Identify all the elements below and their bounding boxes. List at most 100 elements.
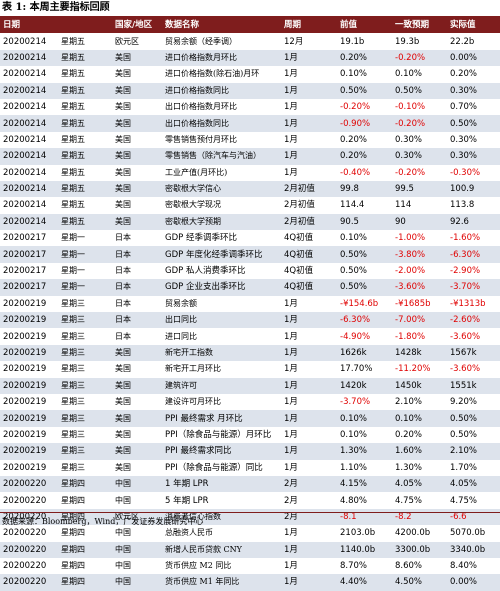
- cell-weekday: 星期五: [58, 213, 112, 231]
- cell-weekday: 星期四: [58, 492, 112, 509]
- cell-consensus: -1.80%: [392, 328, 447, 345]
- cell-period: 4Q初值: [281, 230, 337, 247]
- cell-weekday: 星期五: [58, 131, 112, 149]
- cell-actual: 0.30%: [447, 131, 500, 149]
- cell-date: 20200219: [0, 459, 58, 476]
- table-row: 20200220 星期四 中国 新增人民币贷款 CNY 1月 1140.0b 3300.0b…: [0, 541, 500, 558]
- cell-weekday: 星期三: [58, 328, 112, 345]
- cell-actual: 100.9: [447, 180, 500, 198]
- cell-date: 20200217: [0, 279, 58, 296]
- cell-consensus: 19.3b: [392, 33, 447, 50]
- cell-consensus: -3.80%: [392, 246, 447, 263]
- cell-date: 20200214: [0, 164, 58, 181]
- cell-indicator: 进口价格指数(除石油)月环: [162, 66, 281, 83]
- cell-consensus: 0.50%: [392, 82, 447, 99]
- cell-actual: 0.50%: [447, 115, 500, 132]
- table-row: 20200219 星期三 美国 建设许可月环比 1月 -3.70% 2.10% 9.20%: [0, 393, 500, 411]
- table-row: 20200220 星期四 中国 1 年期 LPR 2月 4.15% 4.05% 4.05%: [0, 475, 500, 493]
- cell-period: 1月: [281, 131, 337, 149]
- cell-indicator: 建设许可月环比: [162, 393, 281, 411]
- cell-weekday: 星期五: [58, 164, 112, 181]
- cell-country: 美国: [112, 344, 162, 362]
- table-row: 20200217 星期一 日本 GDP 年度化经季调季环比 4Q初值 0.50% -3.80…: [0, 246, 500, 263]
- cell-indicator: 新宅开工指数: [162, 344, 281, 362]
- cell-weekday: 星期五: [58, 66, 112, 83]
- cell-indicator: 货币供应 M1 年同比: [162, 574, 281, 591]
- table-row: 20200219 星期三 美国 PPI（除食品与能源）同比 1月 1.10% 1.30% 1.…: [0, 459, 500, 476]
- cell-previous: -0.20%: [337, 98, 392, 116]
- cell-weekday: 星期五: [58, 49, 112, 67]
- cell-previous: -6.30%: [337, 312, 392, 329]
- cell-actual: 113.8: [447, 197, 500, 214]
- cell-previous: -4.90%: [337, 328, 392, 345]
- table-row: 20200219 星期三 日本 进口同比 1月 -4.90% -1.80% -3.60%: [0, 328, 500, 345]
- cell-consensus: 0.30%: [392, 148, 447, 165]
- table-row: 20200219 星期三 美国 新宅开工月环比 1月 17.70% -11.20% -3.60…: [0, 361, 500, 378]
- cell-previous: 8.70%: [337, 557, 392, 575]
- cell-previous: 0.50%: [337, 82, 392, 99]
- cell-weekday: 星期五: [58, 33, 112, 50]
- table-row: 20200214 星期五 美国 零售销售预付月环比 1月 0.20% 0.30% 0.30%: [0, 131, 500, 149]
- cell-weekday: 星期三: [58, 295, 112, 313]
- cell-weekday: 星期三: [58, 361, 112, 378]
- table-row: 20200214 星期五 美国 工业产值(月环比) 1月 -0.40% -0.20% -0.3…: [0, 164, 500, 181]
- cell-weekday: 星期一: [58, 279, 112, 296]
- cell-date: 20200220: [0, 492, 58, 509]
- cell-indicator: 工业产值(月环比): [162, 164, 281, 181]
- cell-country: 美国: [112, 82, 162, 99]
- cell-previous: 1.30%: [337, 443, 392, 460]
- cell-country: 日本: [112, 312, 162, 329]
- cell-actual: 3340.0b: [447, 541, 500, 558]
- cell-period: 4Q初值: [281, 279, 337, 296]
- table-row: 20200214 星期五 美国 出口价格指数同比 1月 -0.90% -0.20% 0.50%: [0, 115, 500, 132]
- cell-actual: -3.60%: [447, 328, 500, 345]
- header-indicator: 数据名称: [162, 17, 281, 34]
- cell-date: 20200214: [0, 180, 58, 198]
- cell-actual: 92.6: [447, 213, 500, 231]
- table-header-row: 日期 国家/地区 数据名称 周期 前值 一致预期 实际值: [0, 17, 500, 34]
- cell-country: 美国: [112, 49, 162, 67]
- cell-country: 美国: [112, 66, 162, 83]
- cell-actual: 4.75%: [447, 492, 500, 509]
- cell-date: 20200214: [0, 98, 58, 116]
- cell-previous: 19.1b: [337, 33, 392, 50]
- cell-date: 20200214: [0, 148, 58, 165]
- cell-indicator: 建筑许可: [162, 377, 281, 394]
- cell-date: 20200219: [0, 393, 58, 411]
- cell-date: 20200214: [0, 115, 58, 132]
- cell-country: 美国: [112, 164, 162, 181]
- cell-actual: -2.90%: [447, 262, 500, 280]
- cell-period: 2月初值: [281, 180, 337, 198]
- cell-previous: 4.15%: [337, 475, 392, 493]
- cell-date: 20200219: [0, 377, 58, 394]
- cell-country: 中国: [112, 492, 162, 509]
- cell-indicator: 进口价格指数同比: [162, 82, 281, 99]
- cell-period: 1月: [281, 344, 337, 362]
- cell-indicator: PPI 最终需求同比: [162, 443, 281, 460]
- cell-weekday: 星期五: [58, 115, 112, 132]
- cell-period: 2月: [281, 475, 337, 493]
- cell-consensus: 114: [392, 197, 447, 214]
- cell-consensus: 1450k: [392, 377, 447, 394]
- cell-date: 20200219: [0, 328, 58, 345]
- cell-previous: 0.50%: [337, 262, 392, 280]
- header-actual: 实际值: [447, 17, 500, 34]
- cell-date: 20200220: [0, 557, 58, 575]
- cell-period: 1月: [281, 328, 337, 345]
- cell-consensus: 1.30%: [392, 459, 447, 476]
- cell-indicator: 零售销售（除汽车与汽油）: [162, 148, 281, 165]
- cell-weekday: 星期三: [58, 344, 112, 362]
- cell-consensus: -2.00%: [392, 262, 447, 280]
- cell-indicator: 零售销售预付月环比: [162, 131, 281, 149]
- cell-period: 1月: [281, 82, 337, 99]
- cell-consensus: 2.10%: [392, 393, 447, 411]
- cell-date: 20200217: [0, 230, 58, 247]
- cell-weekday: 星期一: [58, 246, 112, 263]
- cell-weekday: 星期三: [58, 426, 112, 444]
- cell-previous: 0.50%: [337, 279, 392, 296]
- cell-country: 美国: [112, 180, 162, 198]
- cell-previous: 114.4: [337, 197, 392, 214]
- cell-period: 2月: [281, 492, 337, 509]
- cell-country: 日本: [112, 262, 162, 280]
- cell-country: 中国: [112, 541, 162, 558]
